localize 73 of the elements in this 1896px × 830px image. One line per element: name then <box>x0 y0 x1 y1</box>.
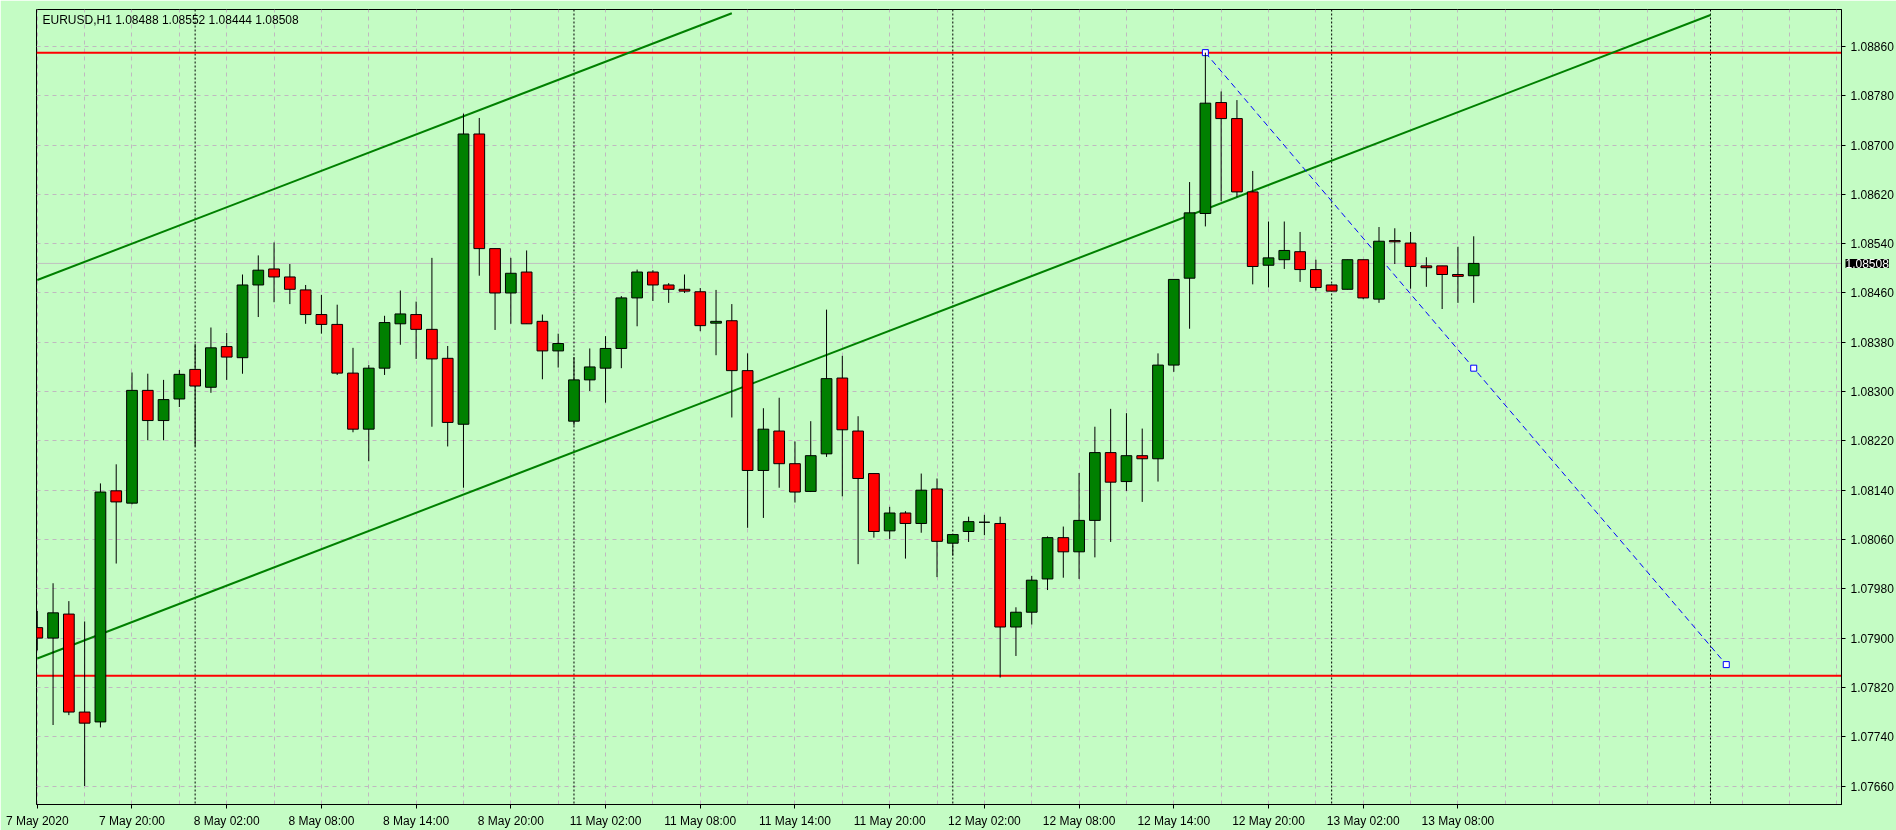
candlestick <box>583 347 596 392</box>
x-tick-label: 11 May 08:00 <box>664 813 737 828</box>
candlestick <box>678 274 691 294</box>
candlestick <box>1010 606 1022 657</box>
candlestick <box>252 254 265 318</box>
x-tick-label: 13 May 08:00 <box>1421 813 1495 828</box>
candlestick <box>599 335 612 404</box>
point <box>1470 364 1478 372</box>
y-tick-label: 1.08540 <box>1850 237 1895 252</box>
y-tick-label: 1.08380 <box>1850 335 1895 350</box>
candlestick <box>1420 256 1433 288</box>
x-tick-label: 11 May 02:00 <box>569 813 642 828</box>
x-tick-label: 8 May 20:00 <box>477 813 545 828</box>
candlestick <box>1294 231 1306 283</box>
x-tick-label: 7 May 2020 <box>5 813 69 828</box>
candlestick <box>1452 246 1464 304</box>
y-tick-label: 1.07820 <box>1850 680 1895 695</box>
candlestick <box>946 534 959 557</box>
candlestick <box>883 506 896 540</box>
x-tick-label: 13 May 02:00 <box>1326 813 1400 828</box>
x-tick-label: 8 May 14:00 <box>383 813 450 828</box>
candlestick <box>410 301 422 360</box>
candlestick <box>283 263 296 305</box>
candlestick <box>1404 231 1417 290</box>
x-tick-label: 12 May 02:00 <box>948 813 1022 828</box>
candlestick <box>962 516 975 543</box>
y-tick-label: 1.08860 <box>1850 39 1895 54</box>
candlestick <box>710 289 722 356</box>
candlestick <box>647 269 659 302</box>
x-tick-label: 11 May 20:00 <box>853 813 926 828</box>
y-tick-label: 1.08060 <box>1850 533 1895 547</box>
y-tick-label: 1.08140 <box>1850 483 1895 498</box>
candlestick <box>1388 227 1401 265</box>
y-tick-label: 1.08780 <box>1850 89 1895 104</box>
candlestick <box>394 290 407 346</box>
x-tick-label: 12 May 08:00 <box>1042 813 1116 828</box>
y-tick-label: 1.08300 <box>1850 385 1895 400</box>
x-tick-label: 12 May 20:00 <box>1232 813 1306 828</box>
candlestick <box>1310 259 1322 292</box>
x-tick-label: 8 May 08:00 <box>288 813 355 828</box>
candlestick <box>978 514 991 536</box>
candlestick <box>899 510 912 560</box>
candlestick <box>220 332 233 381</box>
chart-title: EURUSD,H1 1.08488 1.08552 1.08444 1.08508 <box>42 12 300 27</box>
candlestick <box>552 333 565 369</box>
x-tick-label: 7 May 20:00 <box>98 813 166 828</box>
point <box>1722 661 1730 669</box>
y-tick-label: 1.07660 <box>1850 779 1895 794</box>
x-tick-label: 8 May 02:00 <box>193 813 261 828</box>
y-tick-label: 1.07980 <box>1850 582 1895 597</box>
ref-line-label: 1.08508 <box>1845 256 1890 271</box>
candlestick <box>1057 526 1070 579</box>
x-tick-label: 12 May 14:00 <box>1137 813 1211 828</box>
candlestick <box>110 463 123 565</box>
y-tick-label: 1.07740 <box>1850 730 1895 745</box>
y-tick-label: 1.08620 <box>1850 187 1895 202</box>
candlestick <box>1215 90 1228 202</box>
point <box>1201 49 1209 57</box>
candlestick <box>157 379 170 441</box>
candlestick <box>1436 265 1449 310</box>
candlestick <box>662 282 675 304</box>
y-tick-label: 1.08220 <box>1850 434 1895 449</box>
candlestick <box>504 257 517 325</box>
y-tick-label: 1.08700 <box>1850 138 1895 153</box>
candlestick <box>315 294 328 335</box>
candlestick <box>1136 428 1149 503</box>
candlestick <box>268 241 280 303</box>
candlestick <box>1467 235 1480 304</box>
y-tick-label: 1.07900 <box>1850 631 1895 646</box>
x-tick-label: 11 May 14:00 <box>759 813 832 828</box>
candlestick <box>1278 221 1291 270</box>
candlestick <box>1262 221 1275 288</box>
y-tick-label: 1.08460 <box>1850 286 1895 301</box>
